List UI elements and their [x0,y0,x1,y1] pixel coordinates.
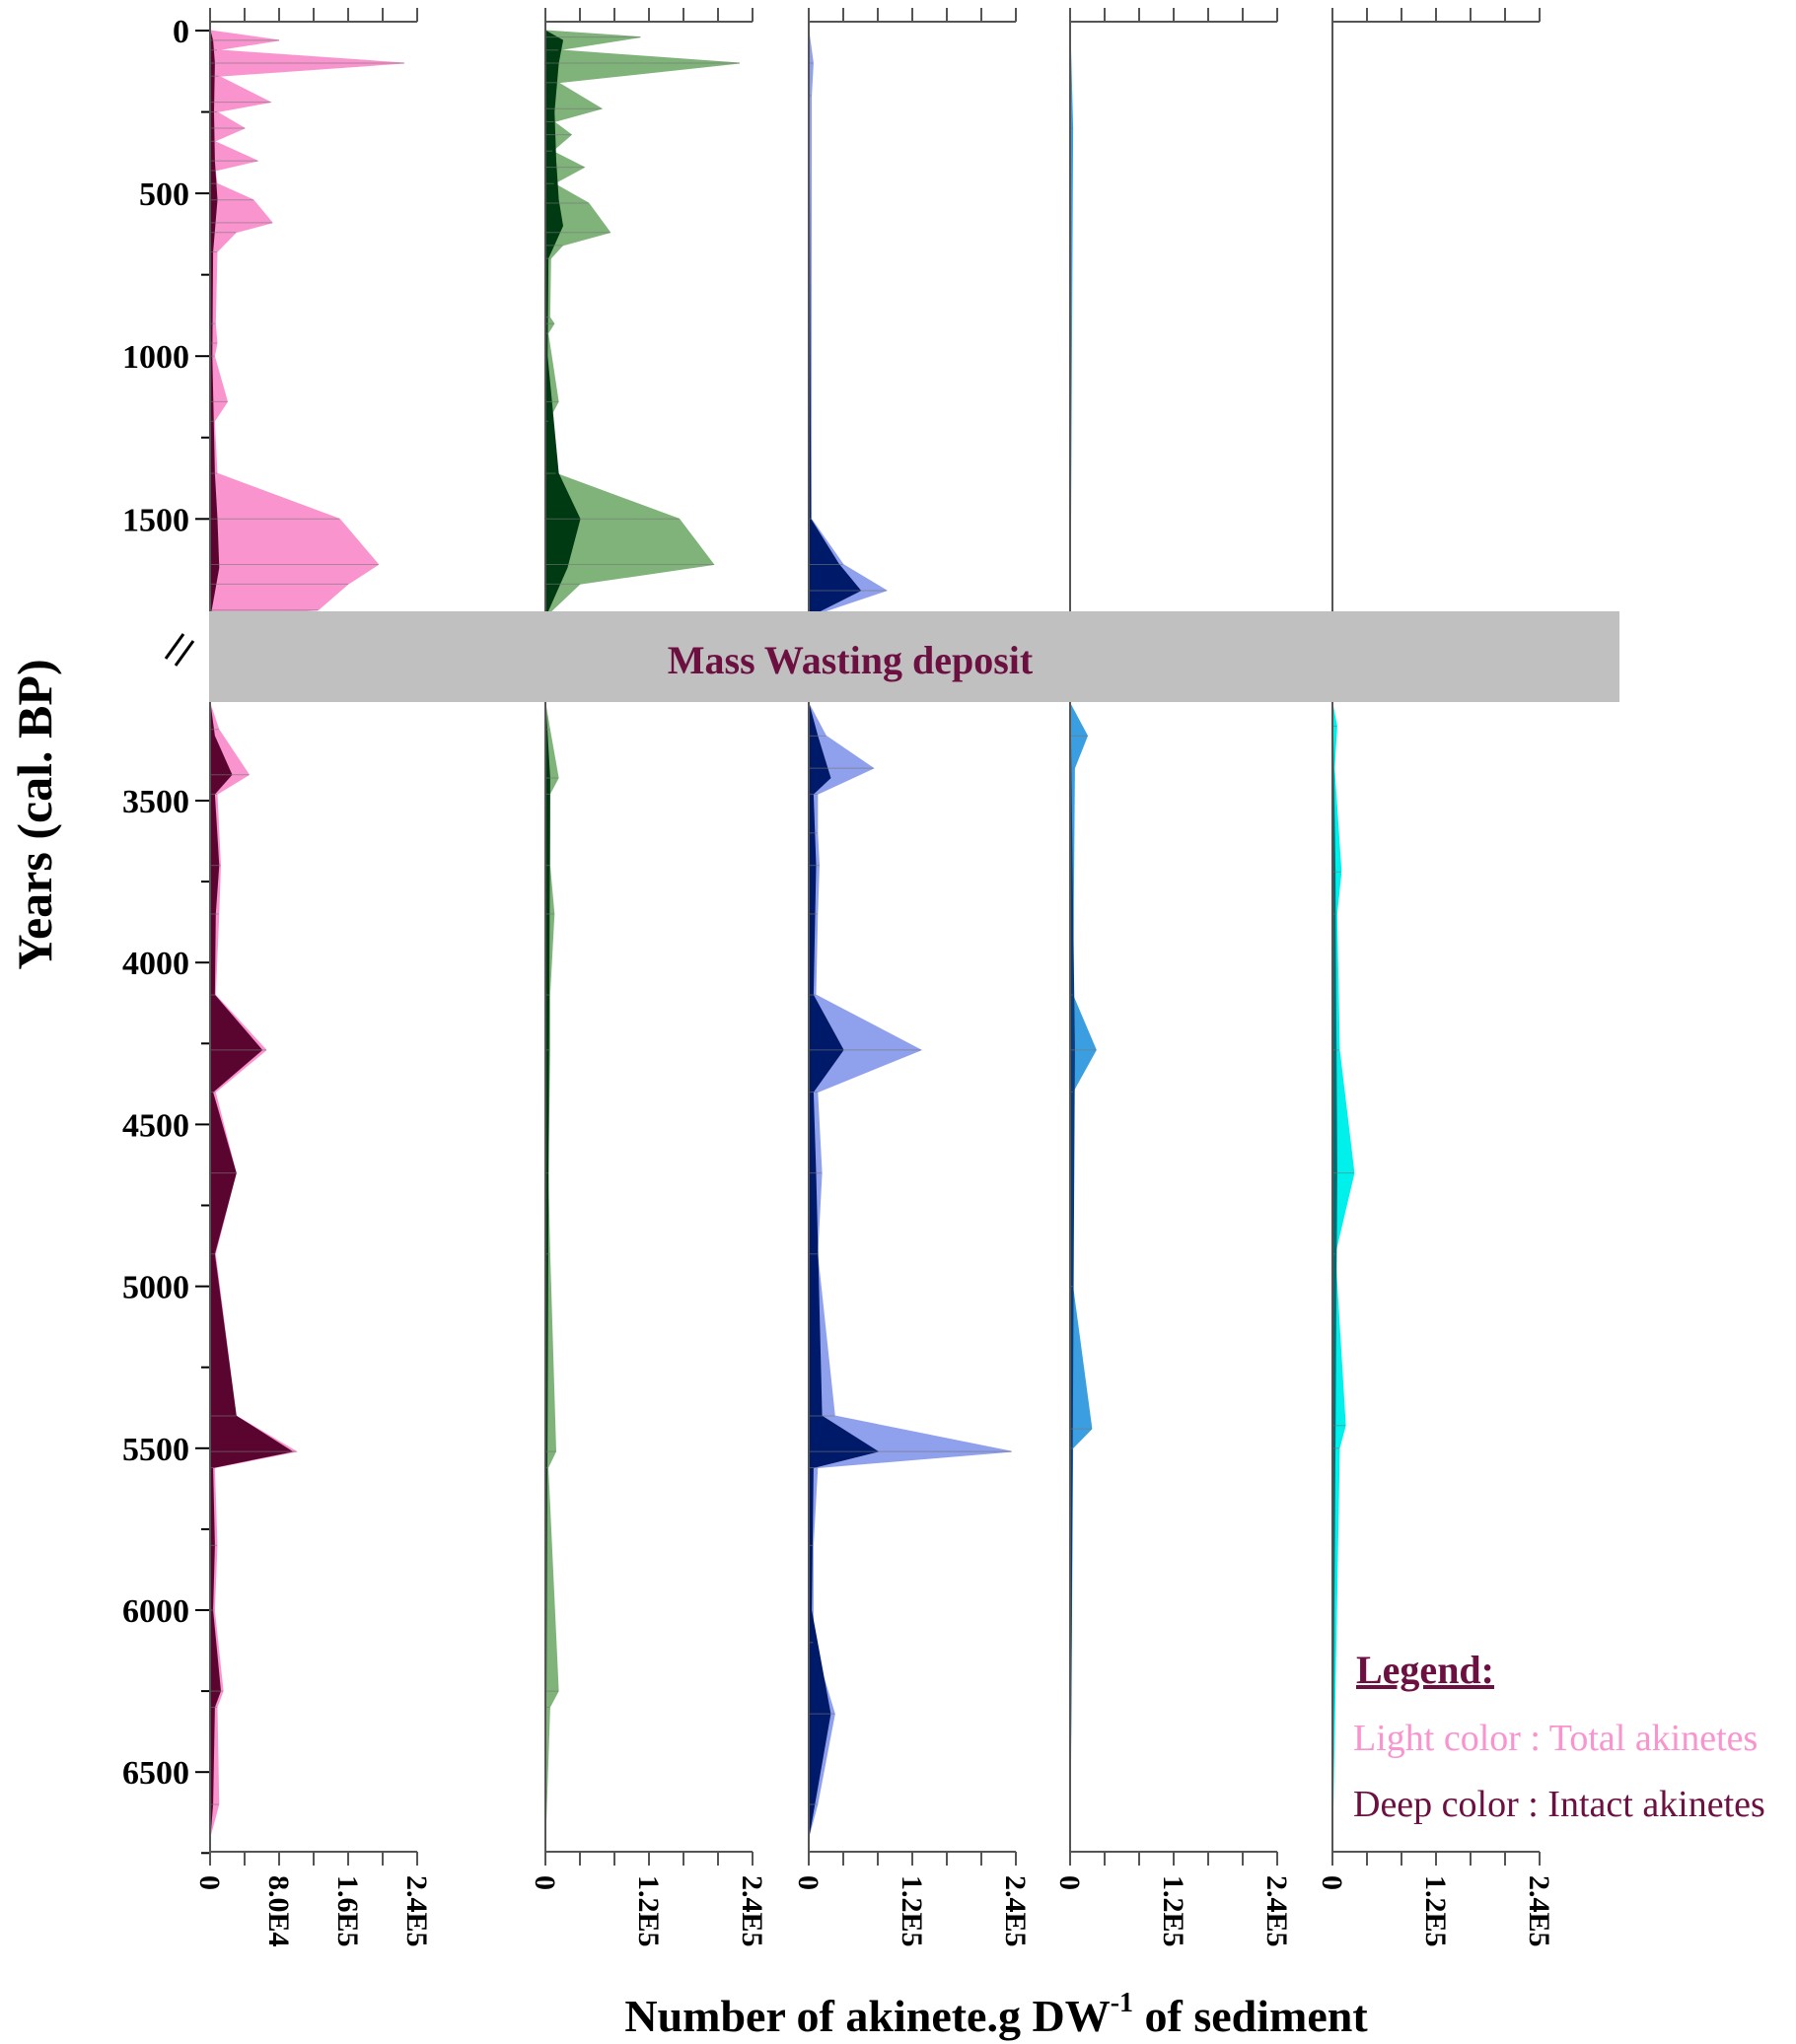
y-tick-label: 6500 [122,1755,189,1792]
panel-3: 0 1.2E5 2.4E5 [792,8,1032,1947]
x-axis-label-superscript: -1 [1111,1988,1133,2018]
y-tick-label: 500 [139,176,189,213]
y-tick-label: 4000 [122,946,189,982]
mass-wasting-label: Mass Wasting deposit [668,638,1034,682]
x-tick-label: 2.4E5 [1260,1875,1293,1947]
legend-deep: Deep color : Intact akinetes [1353,1784,1765,1825]
y-tick-label: 5000 [122,1270,189,1306]
panels-layer: 0 8.0E4 1.6E5 2.4E5 0 1.2E5 2.4E5 0 1.2E5 2.4E5 0 1… [193,8,1555,1947]
x-tick-label: 2.4E5 [736,1875,768,1947]
x-tick-label: 1.2E5 [632,1875,665,1947]
axis-break-mark [164,633,195,667]
panel-1: 0 8.0E4 1.6E5 2.4E5 [193,8,433,1947]
x-tick-label: 1.2E5 [1419,1875,1452,1947]
y-tick-label: 1000 [122,339,189,376]
intact-akinetes-area [209,30,294,1837]
x-tick-label: 2.4E5 [999,1875,1032,1947]
y-tick-label: 6000 [122,1593,189,1630]
y-tick-label: 0 [173,14,189,50]
legend-title: Legend: [1356,1648,1494,1692]
panel-2: 0 1.2E5 2.4E5 [529,8,768,1947]
y-tick-label: 3500 [122,784,189,820]
x-axis-label-tail: of sediment [1133,1991,1368,2041]
x-tick-label: 2.4E5 [1523,1875,1555,1947]
y-axis-label: Years (cal. BP) [7,659,62,969]
y-tick-label: 5500 [122,1432,189,1468]
x-tick-label: 2.4E5 [400,1875,433,1947]
mass-wasting-band-rect [209,611,1619,702]
total-akinetes-area [808,30,1012,1838]
intact-akinetes-area [544,30,581,1837]
mass-wasting-band: Mass Wasting deposit [209,611,1619,702]
x-tick-label: 1.2E5 [1157,1875,1189,1947]
y-tick-label: 4500 [122,1107,189,1144]
total-akinetes-area [1069,30,1097,1837]
x-tick-label: 0 [1316,1875,1348,1890]
x-axis-label-main: Number of akinete.g DW [624,1991,1110,2041]
x-tick-label: 0 [1053,1875,1086,1890]
x-tick-label: 0 [529,1875,561,1890]
x-tick-label: 8.0E4 [262,1875,295,1947]
y-tick-label: 1500 [122,502,189,538]
total-akinetes-area [209,30,404,1838]
legend-light: Light color : Total akinetes [1353,1718,1758,1759]
intact-akinetes-area [808,30,880,1837]
x-tick-label: 0 [193,1875,226,1890]
legend: Legend: Light color : Total akinetes Dee… [1353,1648,1765,1825]
x-tick-label: 1.6E5 [331,1875,364,1947]
x-tick-label: 0 [792,1875,825,1890]
x-axis-label: Number of akinete.g DW-1 of sediment [624,1988,1368,2041]
x-tick-label: 1.2E5 [896,1875,928,1947]
y-axis: 0 500 1000 1500 3500 4000 4500 5000 5500 6000 6500 [122,14,209,1855]
total-akinetes-area [544,30,740,1837]
panel-4: 0 1.2E5 2.4E5 [1053,8,1293,1947]
